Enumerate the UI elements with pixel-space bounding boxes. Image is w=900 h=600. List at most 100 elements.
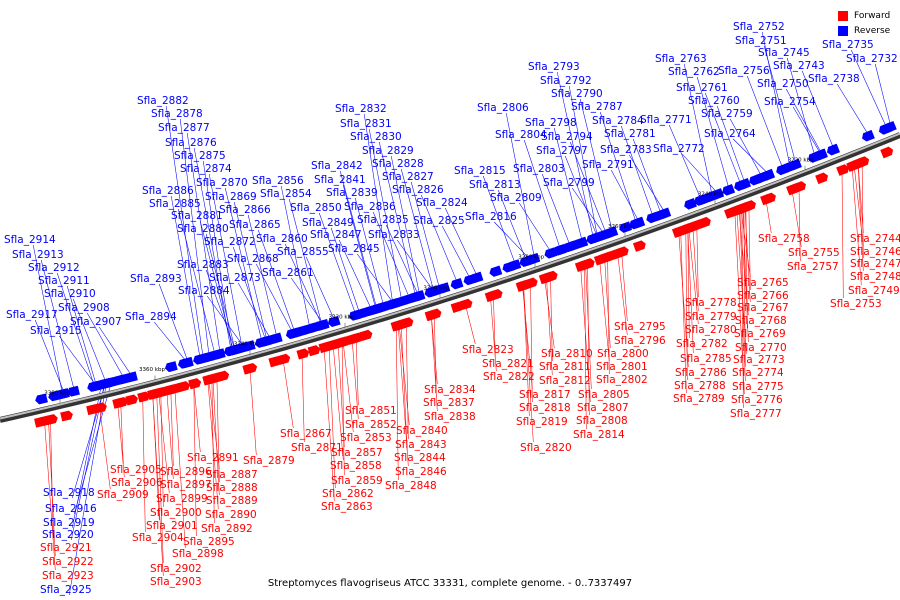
forward-gene-label: Sfla_2904 xyxy=(132,532,184,544)
scale-tick-label: 3280 kbp xyxy=(518,255,544,261)
leader-line xyxy=(332,344,344,461)
leader-line xyxy=(385,224,420,297)
leader-line xyxy=(584,264,587,430)
leader-line xyxy=(490,296,497,372)
leader-line xyxy=(156,393,164,564)
leader-line xyxy=(579,98,613,233)
forward-gene-label: Sfla_2871 xyxy=(291,442,343,454)
leader-line xyxy=(786,57,816,158)
leader-line xyxy=(688,228,699,325)
reverse-gene-label: Sfla_2869 xyxy=(205,191,257,203)
reverse-gene-arrow xyxy=(463,273,477,286)
forward-gene-label: Sfla_2923 xyxy=(42,570,94,582)
leader-line xyxy=(763,45,797,165)
forward-gene-label: Sfla_2767 xyxy=(737,302,789,314)
forward-gene-label: Sfla_2921 xyxy=(40,542,92,554)
reverse-gene-arrow xyxy=(294,325,308,337)
reverse-gene-label: Sfla_2917 xyxy=(6,309,58,321)
leader-line xyxy=(341,342,345,476)
leader-line xyxy=(397,325,409,467)
leader-line xyxy=(692,226,699,312)
reverse-gene-label: Sfla_2873 xyxy=(209,272,261,284)
forward-gene-arrow xyxy=(60,410,73,422)
leader-line xyxy=(410,181,441,290)
forward-gene-label: Sfla_2857 xyxy=(331,447,383,459)
reverse-gene-arrow xyxy=(749,173,762,186)
reverse-gene-label: Sfla_2825 xyxy=(413,215,465,227)
leader-line xyxy=(158,392,170,494)
forward-gene-arrow xyxy=(216,370,230,382)
forward-gene-label: Sfla_2899 xyxy=(156,493,208,505)
reverse-gene-arrow xyxy=(100,377,113,389)
reverse-gene-label: Sfla_2809 xyxy=(490,192,542,204)
reverse-gene-label: Sfla_2804 xyxy=(495,129,547,141)
leader-line xyxy=(546,277,553,376)
leader-line xyxy=(330,227,361,315)
forward-gene-label: Sfla_2838 xyxy=(424,411,476,423)
reverse-gene-label: Sfla_2829 xyxy=(362,145,414,157)
forward-gene-arrow xyxy=(359,329,373,342)
reverse-gene-arrow xyxy=(590,231,604,243)
leader-line xyxy=(668,124,702,201)
scale-tick-label: 3300 kbp xyxy=(423,285,449,291)
forward-gene-label: Sfla_2744 xyxy=(850,233,900,245)
forward-gene-label: Sfla_2768 xyxy=(735,315,787,327)
leader-line xyxy=(354,197,385,307)
leader-line xyxy=(224,187,263,343)
reverse-gene-label: Sfla_2799 xyxy=(543,177,595,189)
forward-gene-label: Sfla_2902 xyxy=(150,563,202,575)
forward-gene-label: Sfla_2770 xyxy=(735,342,787,354)
leader-line xyxy=(318,212,357,316)
leader-line xyxy=(98,326,133,378)
leader-line xyxy=(587,263,590,416)
reverse-gene-label: Sfla_2793 xyxy=(528,61,580,73)
reverse-gene-label: Sfla_2880 xyxy=(177,223,229,235)
forward-gene-arrow xyxy=(836,164,849,176)
leader-line xyxy=(99,407,111,490)
leader-line xyxy=(568,85,598,238)
forward-gene-label: Sfla_2814 xyxy=(573,429,625,441)
leader-line xyxy=(853,165,864,247)
forward-swatch xyxy=(838,10,848,21)
leader-line xyxy=(874,63,892,127)
reverse-gene-label: Sfla_2763 xyxy=(655,53,707,65)
leader-line xyxy=(342,184,377,310)
forward-gene-label: Sfla_2765 xyxy=(737,277,789,289)
forward-gene-label: Sfla_2909 xyxy=(97,489,149,501)
reverse-gene-arrow xyxy=(722,184,736,196)
forward-gene-label: Sfla_2801 xyxy=(596,361,648,373)
reverse-gene-label: Sfla_2790 xyxy=(551,88,603,100)
forward-gene-label: Sfla_2905 xyxy=(110,464,162,476)
reverse-gene-label: Sfla_2850 xyxy=(290,202,342,214)
forward-gene-label: Sfla_2867 xyxy=(280,428,332,440)
leader-line xyxy=(205,269,236,350)
reverse-gene-label: Sfla_2791 xyxy=(582,159,634,171)
leader-line xyxy=(553,127,583,243)
leader-line xyxy=(40,259,75,392)
leader-line xyxy=(328,345,336,489)
reverse-gene-arrow xyxy=(762,168,775,181)
reverse-gene-label: Sfla_2907 xyxy=(70,316,122,328)
leader-line xyxy=(372,211,411,299)
leader-line xyxy=(836,83,870,136)
reverse-gene-label: Sfla_2856 xyxy=(252,175,304,187)
leader-line xyxy=(550,276,553,362)
leader-line xyxy=(621,252,628,322)
forward-gene-arrow xyxy=(854,157,868,169)
reverse-gene-label: Sfla_2847 xyxy=(310,229,362,241)
reverse-gene-arrow xyxy=(411,290,425,302)
leader-line xyxy=(166,390,174,480)
reverse-gene-arrow xyxy=(697,193,710,205)
forward-gene-label: Sfla_2892 xyxy=(201,523,253,535)
reverse-gene-arrow xyxy=(827,143,840,156)
leader-line xyxy=(571,187,605,235)
forward-gene-label: Sfla_2906 xyxy=(111,477,163,489)
forward-gene-label: Sfla_2802 xyxy=(596,374,648,386)
leader-line xyxy=(696,76,730,190)
forward-gene-label: Sfla_2757 xyxy=(787,261,839,273)
forward-gene-label: Sfla_2898 xyxy=(172,548,224,560)
forward-gene-label: Sfla_2775 xyxy=(732,381,784,393)
forward-gene-arrow xyxy=(515,280,529,292)
reverse-gene-label: Sfla_2833 xyxy=(368,229,420,241)
reverse-gene-label: Sfla_2750 xyxy=(757,78,809,90)
